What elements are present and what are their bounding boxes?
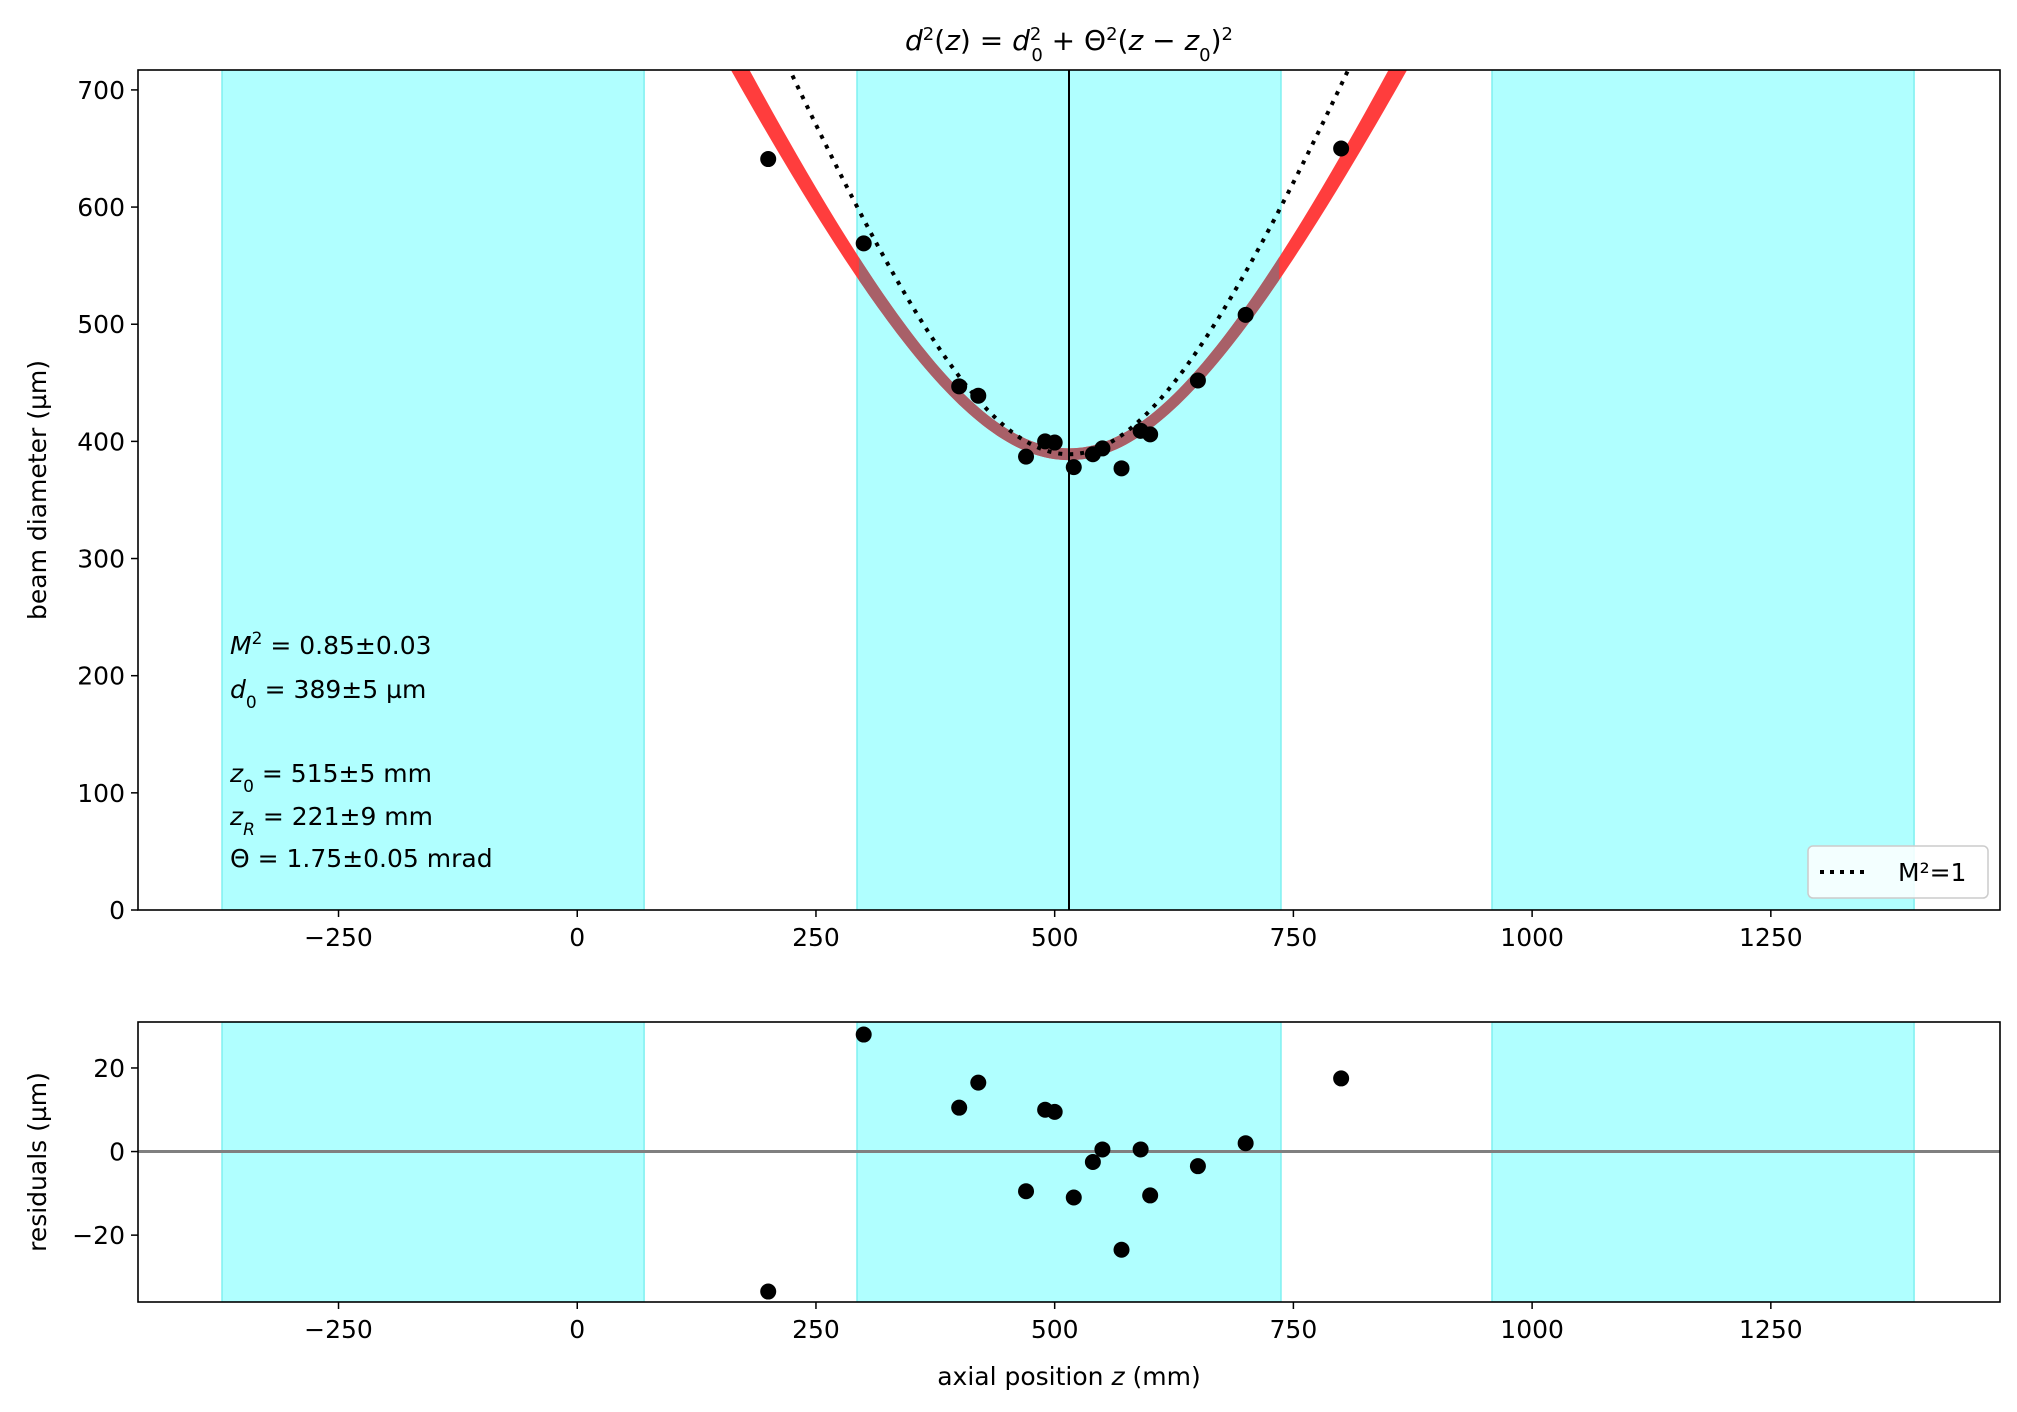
m2-result: M2 = 0.85±0.03: [230, 629, 432, 660]
residual-point: [1018, 1183, 1035, 1200]
residual-point: [970, 1074, 987, 1091]
beam-diameter-panel: −250 0 250 500 750 1000 1250 0 100 200 300 400 500 6…: [23, 69, 2001, 952]
residual-points: [760, 1026, 1350, 1300]
bottom-x-ticks: −250 0 250 500 750 1000 1250: [304, 1302, 1803, 1344]
top-axes-frame: [137, 69, 2001, 911]
bottom-y-ticks: −20 0 20: [72, 1054, 138, 1250]
data-point: [1094, 440, 1111, 457]
residuals-panel: −250 0 250 500 750 1000 1250 −20 0 20 residuals …: [23, 1021, 2001, 1391]
x-tick-label: −250: [304, 923, 373, 952]
x-tick-label: −250: [304, 1315, 373, 1344]
data-point: [970, 387, 987, 404]
x-tick-label: 250: [792, 1315, 840, 1344]
data-point: [1333, 140, 1350, 157]
x-tick-label: 750: [1270, 1315, 1318, 1344]
top-y-axis-label: beam diameter (µm): [23, 360, 52, 620]
residual-point: [951, 1099, 968, 1116]
shaded-regions: [221, 1022, 1915, 1302]
y-tick-label: 100: [77, 779, 125, 808]
data-point: [1046, 434, 1063, 451]
data-point: [855, 235, 872, 252]
residual-point: [855, 1026, 872, 1043]
x-tick-label: 500: [1031, 1315, 1079, 1344]
residual-point: [1084, 1154, 1101, 1170]
y-tick-label: 20: [93, 1054, 125, 1083]
fit-results-annotation: M2 = 0.85±0.03 d0 = 389±5 µm z0 = 515±5 …: [229, 629, 493, 873]
y-tick-label: 0: [109, 1138, 125, 1167]
shaded-region-1: [856, 1022, 1282, 1302]
y-tick-label: 0: [109, 896, 125, 925]
x-tick-label: 250: [792, 923, 840, 952]
legend: M²=1: [1807, 845, 1989, 899]
y-tick-label: 700: [77, 76, 125, 105]
x-tick-label: 500: [1031, 923, 1079, 952]
shaded-region-0: [221, 70, 645, 910]
bottom-axes-frame: [137, 1021, 2001, 1303]
theta-result: Θ = 1.75±0.05 mrad: [230, 844, 493, 873]
residual-point: [1132, 1141, 1149, 1158]
legend-box: [1807, 845, 1989, 899]
data-point: [1113, 460, 1130, 477]
y-tick-label: −20: [72, 1221, 125, 1250]
y-tick-label: 300: [77, 545, 125, 574]
x-tick-label: 750: [1270, 923, 1318, 952]
legend-label: M²=1: [1898, 858, 1966, 887]
bottom-y-axis-label: residuals (µm): [23, 1072, 52, 1252]
residual-point: [1113, 1241, 1130, 1258]
y-tick-label: 600: [77, 193, 125, 222]
residual-point: [1333, 1070, 1350, 1087]
chart-title: d2(z) = d2 0 + Θ2(z − z0)2: [905, 24, 1233, 66]
x-tick-label: 1000: [1500, 923, 1564, 952]
data-point: [760, 151, 777, 168]
shaded-region-0: [221, 1022, 645, 1302]
data-point: [1189, 372, 1206, 389]
measurement-points: [760, 140, 1350, 477]
x-tick-label: 0: [569, 1315, 585, 1344]
x-tick-label: 1250: [1739, 923, 1803, 952]
shaded-region-2: [1491, 1022, 1915, 1302]
residual-point: [1237, 1135, 1254, 1152]
top-y-ticks: 0 100 200 300 400 500 600 700: [77, 76, 138, 925]
x-tick-label: 0: [569, 923, 585, 952]
zr-result: zR = 221±9 mm: [229, 802, 433, 840]
data-point: [1142, 426, 1159, 443]
shaded-region-2: [1491, 70, 1915, 910]
residual-point: [1142, 1187, 1159, 1204]
x-tick-label: 1250: [1739, 1315, 1803, 1344]
data-point: [951, 378, 968, 395]
y-tick-label: 400: [77, 427, 125, 456]
z0-result: z0 = 515±5 mm: [229, 759, 432, 797]
x-axis-label: axial position z (mm): [937, 1362, 1201, 1391]
residual-point: [1189, 1158, 1206, 1175]
y-tick-label: 200: [77, 662, 125, 691]
residual-point: [760, 1283, 777, 1300]
data-point: [1237, 306, 1254, 323]
d0-result: d0 = 389±5 µm: [230, 675, 426, 713]
residual-point: [1094, 1141, 1111, 1158]
data-point: [1065, 459, 1082, 476]
top-x-ticks: −250 0 250 500 750 1000 1250: [304, 910, 1803, 952]
data-point: [1018, 448, 1035, 465]
y-tick-label: 500: [77, 310, 125, 339]
residual-point: [1065, 1189, 1082, 1206]
x-tick-label: 1000: [1500, 1315, 1564, 1344]
residual-point: [1046, 1103, 1063, 1120]
